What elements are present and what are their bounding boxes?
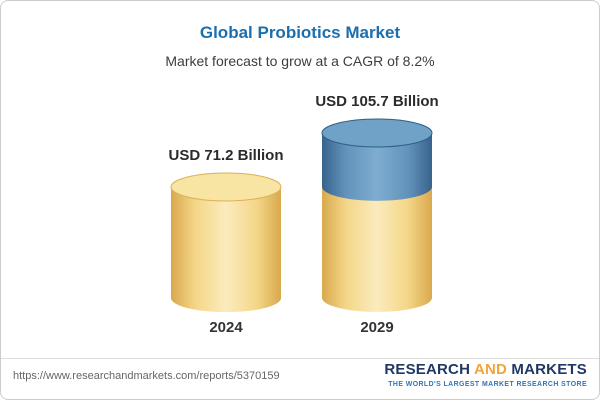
cylinder-bar-2024 <box>170 172 282 312</box>
logo-word-markets: MARKETS <box>511 361 587 378</box>
year-label-2029: 2029 <box>360 319 394 336</box>
logo-wordmark: RESEARCH AND MARKETS <box>384 361 587 379</box>
chart-title: Global Probiotics Market <box>199 23 401 42</box>
logo-word-research: RESEARCH <box>384 361 471 378</box>
footer-divider <box>1 358 599 359</box>
research-and-markets-logo: RESEARCH AND MARKETS THE WORLD'S LARGEST… <box>384 361 587 388</box>
cylinder-bar-2029 <box>321 118 433 312</box>
logo-word-and: AND <box>473 361 508 378</box>
value-label-2024: USD 71.2 Billion <box>168 146 284 164</box>
logo-tagline: THE WORLD'S LARGEST MARKET RESEARCH STOR… <box>388 380 587 388</box>
year-label-2024: 2024 <box>209 319 243 336</box>
value-label-2029: USD 105.7 Billion <box>315 93 439 111</box>
report-url[interactable]: https://www.researchandmarkets.com/repor… <box>13 370 280 382</box>
chart-subtitle: Market forecast to grow at a CAGR of 8.2… <box>165 53 435 69</box>
